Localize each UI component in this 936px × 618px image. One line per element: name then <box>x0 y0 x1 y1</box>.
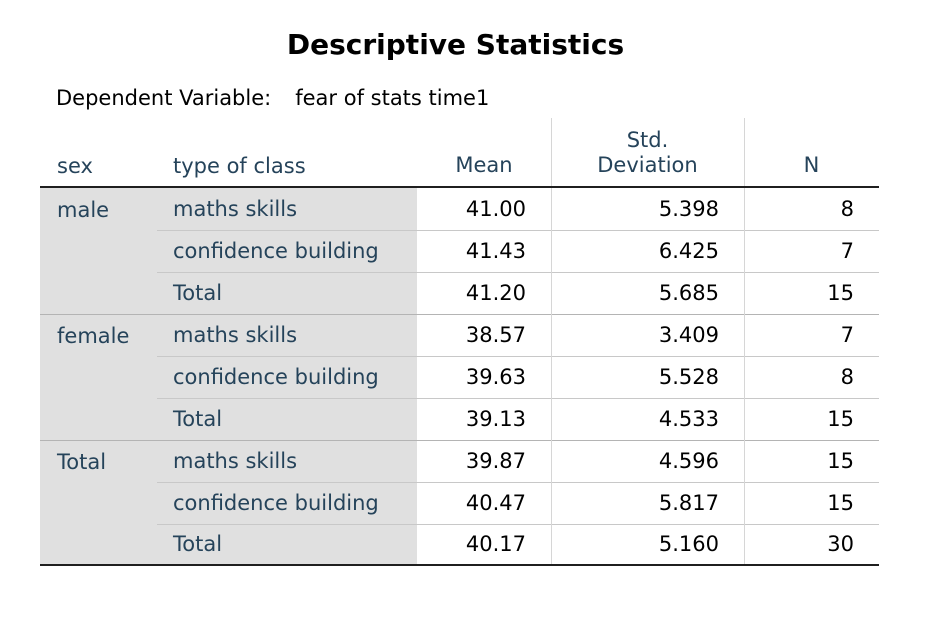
header-rule <box>40 186 879 188</box>
row-type: confidence building <box>157 230 417 272</box>
column-divider <box>551 118 552 564</box>
row-n: 7 <box>840 323 854 347</box>
row-divider <box>157 482 879 483</box>
row-mean: 38.57 <box>465 323 526 347</box>
row-type: Total <box>157 398 417 440</box>
row-n: 8 <box>840 197 854 221</box>
row-divider <box>157 524 879 525</box>
row-mean: 41.20 <box>465 281 526 305</box>
row-n: 8 <box>840 365 854 389</box>
row-std: 4.533 <box>658 407 719 431</box>
row-std: 6.425 <box>658 239 719 263</box>
col-header-sex: sex <box>57 154 93 178</box>
row-n: 15 <box>827 281 854 305</box>
row-std: 5.817 <box>658 491 719 515</box>
row-std: 4.596 <box>658 449 719 473</box>
row-n: 15 <box>827 449 854 473</box>
row-n: 30 <box>827 532 854 556</box>
dependent-variable-label: Dependent Variable: <box>56 86 272 110</box>
row-type: maths skills <box>157 440 417 482</box>
row-divider <box>157 398 879 399</box>
group-divider <box>40 314 879 315</box>
row-type: maths skills <box>157 188 417 230</box>
row-mean: 40.47 <box>465 491 526 515</box>
descriptive-statistics-table: sex type of class Mean Std. Deviation N … <box>40 118 879 566</box>
col-header-n: N <box>803 153 820 177</box>
row-std: 3.409 <box>658 323 719 347</box>
group-label-male: male <box>40 188 157 314</box>
row-mean: 41.00 <box>465 197 526 221</box>
dependent-variable-value: fear of stats time1 <box>295 86 490 110</box>
row-type: maths skills <box>157 314 417 356</box>
row-std: 5.398 <box>658 197 719 221</box>
row-divider <box>157 356 879 357</box>
row-divider <box>157 230 879 231</box>
row-mean: 39.13 <box>465 407 526 431</box>
column-divider <box>744 118 745 564</box>
row-std: 5.528 <box>658 365 719 389</box>
col-header-type-of-class: type of class <box>173 154 306 178</box>
row-n: 15 <box>827 407 854 431</box>
group-label-female: female <box>40 314 157 440</box>
row-divider <box>157 272 879 273</box>
dependent-variable-line: Dependent Variable: fear of stats time1 <box>56 86 489 110</box>
page-title: Descriptive Statistics <box>286 28 625 61</box>
col-header-std-deviation: Std. Deviation <box>551 118 744 186</box>
row-type: confidence building <box>157 482 417 524</box>
row-n: 15 <box>827 491 854 515</box>
row-std: 5.160 <box>658 532 719 556</box>
row-type: Total <box>157 272 417 314</box>
row-mean: 41.43 <box>465 239 526 263</box>
group-divider <box>40 440 879 441</box>
bottom-rule <box>40 564 879 566</box>
col-header-std-line1: Std. <box>626 128 669 152</box>
group-label-total: Total <box>40 440 157 564</box>
col-header-std-line2: Deviation <box>597 153 698 177</box>
row-mean: 40.17 <box>465 532 526 556</box>
col-header-mean: Mean <box>455 153 513 177</box>
row-mean: 39.87 <box>465 449 526 473</box>
row-std: 5.685 <box>658 281 719 305</box>
row-type: Total <box>157 524 417 564</box>
row-type: confidence building <box>157 356 417 398</box>
row-mean: 39.63 <box>465 365 526 389</box>
row-n: 7 <box>840 239 854 263</box>
